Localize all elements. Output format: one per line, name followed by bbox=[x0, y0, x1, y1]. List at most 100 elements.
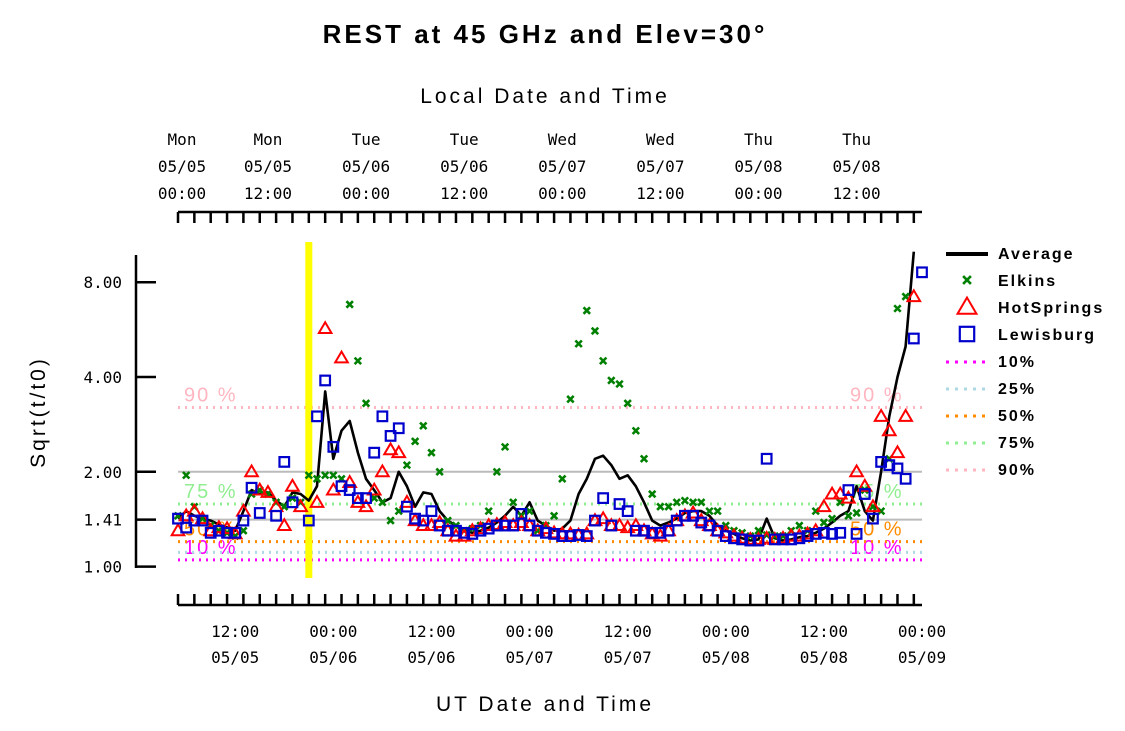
data-point bbox=[317, 320, 334, 335]
data-point bbox=[695, 516, 708, 529]
data-point bbox=[623, 399, 632, 408]
data-point bbox=[490, 519, 503, 532]
data-point bbox=[916, 266, 928, 279]
data-point bbox=[270, 509, 283, 522]
data-point bbox=[883, 459, 896, 472]
data-point bbox=[629, 524, 642, 537]
data-point bbox=[621, 505, 634, 518]
top-tick-time: 00:00 bbox=[538, 184, 586, 203]
legend-item-25-percent: 25% bbox=[946, 381, 1034, 398]
legend-item-90-percent: 90% bbox=[946, 462, 1034, 479]
data-point bbox=[566, 395, 575, 404]
data-point bbox=[688, 498, 698, 507]
data-point bbox=[500, 442, 510, 452]
data-point bbox=[893, 304, 902, 313]
data-point bbox=[713, 506, 722, 516]
data-point bbox=[848, 463, 865, 478]
bottom-tick-time: 12:00 bbox=[604, 622, 652, 641]
legend-label: 10% bbox=[998, 354, 1036, 371]
data-point bbox=[450, 524, 462, 537]
data-point bbox=[268, 498, 285, 513]
bottom-tick-date: 05/09 bbox=[898, 648, 946, 667]
top-tick-day: Mon bbox=[253, 130, 282, 149]
data-point bbox=[679, 509, 691, 522]
top-tick-day: Thu bbox=[842, 130, 871, 149]
data-point bbox=[613, 498, 626, 510]
data-point bbox=[905, 288, 922, 303]
top-tick-date: 05/06 bbox=[342, 157, 390, 176]
data-point bbox=[276, 517, 293, 532]
data-point bbox=[427, 448, 436, 457]
data-point bbox=[286, 496, 299, 509]
data-point bbox=[873, 408, 890, 422]
percentile-label-right: 10 % bbox=[850, 537, 904, 559]
data-point bbox=[656, 502, 665, 511]
top-tick-day: Tue bbox=[352, 130, 381, 149]
legend-swatch bbox=[962, 275, 972, 285]
y-tick-label: 1.00 bbox=[83, 558, 122, 577]
data-point bbox=[744, 534, 757, 547]
data-point bbox=[597, 492, 610, 505]
percentile-label-left: 10 % bbox=[184, 537, 238, 559]
data-point bbox=[840, 489, 857, 504]
y-tick-label: 4.00 bbox=[83, 368, 122, 387]
data-point bbox=[580, 530, 593, 542]
percentile-label-left: 90 % bbox=[184, 385, 238, 407]
data-point bbox=[237, 514, 250, 527]
series-elkins bbox=[173, 292, 910, 541]
data-point bbox=[358, 498, 375, 513]
data-point bbox=[239, 526, 248, 535]
legend: Average Elkins HotSprings Lewisburg 10% 25% 50… bbox=[946, 246, 1104, 479]
data-point bbox=[754, 526, 763, 535]
data-point bbox=[607, 376, 616, 385]
data-point bbox=[768, 533, 781, 546]
data-point bbox=[484, 506, 493, 516]
data-point bbox=[556, 530, 569, 542]
legend-item-elkins: Elkins bbox=[962, 273, 1057, 290]
top-tick-day: Tue bbox=[450, 130, 479, 149]
legend-item-average: Average bbox=[946, 246, 1075, 263]
percentile-label-right: 90 % bbox=[850, 385, 904, 407]
top-tick-date: 05/07 bbox=[636, 157, 684, 176]
bottom-tick-time: 12:00 bbox=[800, 622, 848, 641]
data-point bbox=[574, 339, 583, 348]
data-point bbox=[345, 300, 354, 309]
data-point bbox=[795, 521, 804, 530]
data-point bbox=[401, 500, 413, 513]
top-tick-date: 05/05 bbox=[244, 157, 292, 176]
data-point bbox=[390, 444, 407, 459]
legend-label: HotSprings bbox=[998, 300, 1104, 317]
data-point bbox=[221, 526, 233, 539]
data-point bbox=[672, 498, 681, 507]
data-point bbox=[284, 477, 301, 492]
bottom-tick-time: 00:00 bbox=[309, 622, 357, 641]
percentile-label-left: 75 % bbox=[184, 481, 238, 503]
data-point bbox=[705, 506, 714, 516]
data-point bbox=[259, 484, 276, 498]
top-tick-time: 00:00 bbox=[158, 184, 206, 203]
data-point bbox=[394, 506, 403, 516]
data-point bbox=[245, 481, 258, 494]
chart-title: REST at 45 GHz and Elev=30° bbox=[323, 19, 768, 49]
percentile-label-right: 50 % bbox=[850, 519, 904, 541]
data-point bbox=[687, 509, 699, 522]
data-point bbox=[582, 306, 591, 315]
data-point bbox=[627, 517, 644, 532]
data-point bbox=[856, 477, 873, 492]
data-point bbox=[827, 514, 837, 523]
legend-label: Elkins bbox=[998, 273, 1057, 290]
series-lewisburg bbox=[172, 266, 928, 547]
data-point bbox=[844, 511, 853, 520]
data-point bbox=[410, 437, 420, 446]
data-point bbox=[646, 526, 659, 539]
y-tick-label: 8.00 bbox=[83, 273, 122, 292]
data-point bbox=[253, 507, 266, 519]
data-point bbox=[638, 524, 650, 537]
top-tick-day: Wed bbox=[548, 130, 577, 149]
legend-label: 75% bbox=[998, 435, 1036, 452]
legend-label: Average bbox=[998, 246, 1075, 263]
plot-area: 10 % 10 %50 % 50 %75 % 75 %90 % 90 %1.001.41… bbox=[83, 130, 946, 667]
bottom-tick-date: 05/05 bbox=[211, 648, 259, 667]
data-point bbox=[409, 512, 421, 525]
data-point bbox=[474, 524, 487, 537]
